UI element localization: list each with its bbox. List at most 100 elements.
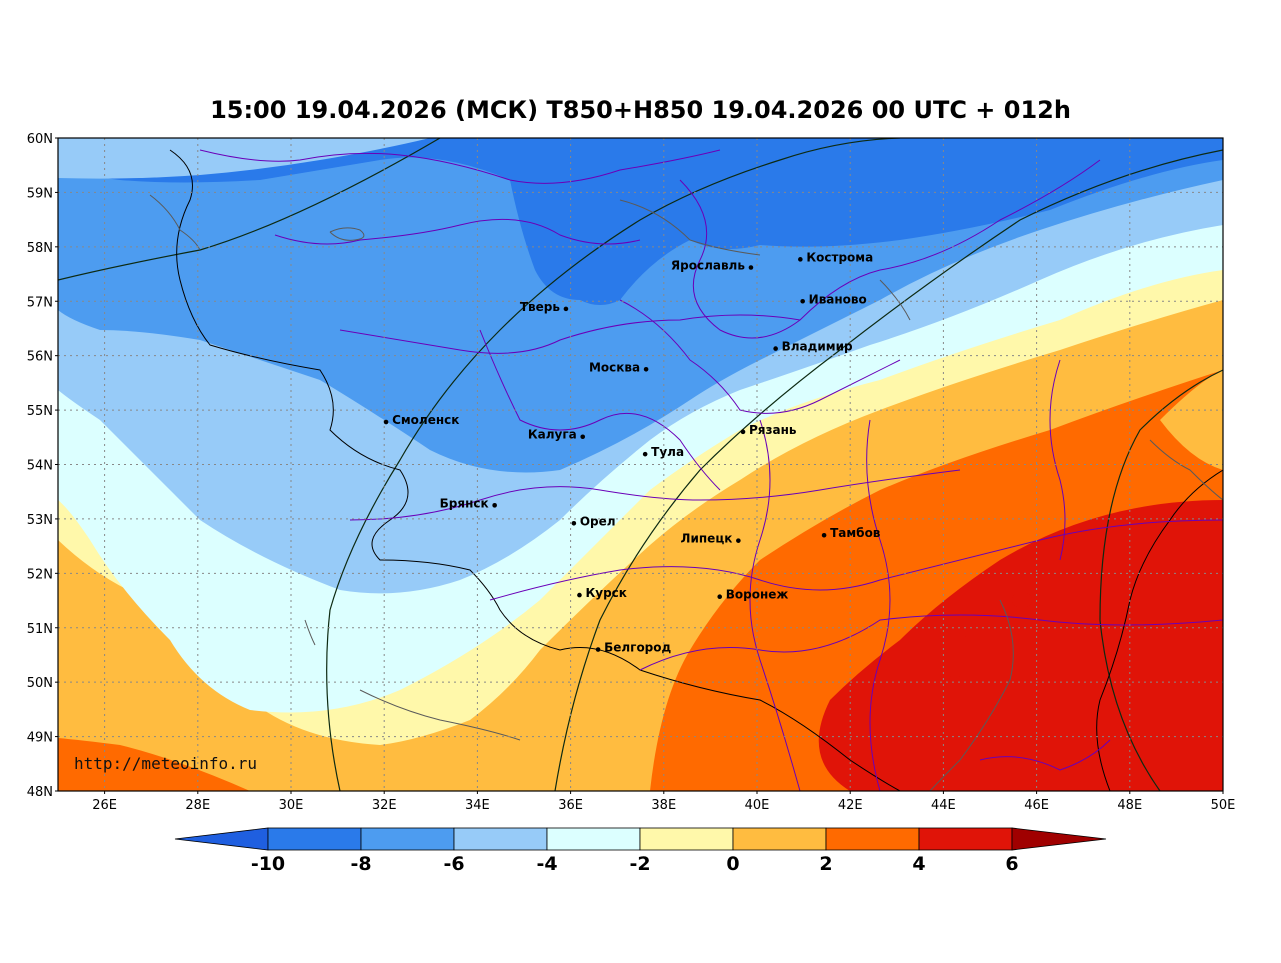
- country-border: [169, 149, 901, 791]
- city-label: Белгород: [604, 641, 671, 655]
- colorbar-label: 2: [819, 853, 832, 875]
- colorbar-label: -10: [251, 853, 285, 875]
- city-dot: [773, 346, 778, 351]
- colorbar-segment: [360, 827, 455, 851]
- city-dot: [577, 592, 582, 598]
- colorbar-arrow-left: [174, 827, 269, 851]
- river-line: [1149, 439, 1223, 501]
- colorbar-segment: [267, 827, 362, 851]
- city-markers: Кострома Ярославль Иваново Тверь Владимир Мос…: [383, 250, 881, 655]
- longitude-label: 42E: [838, 798, 863, 813]
- city-dot: [595, 647, 601, 652]
- latitude-label: 49N: [27, 731, 53, 746]
- warm-pocket: [935, 633, 975, 677]
- colorbar-segment: [918, 827, 1013, 851]
- geo-lines: [58, 138, 1223, 791]
- city-dot: [800, 298, 805, 304]
- region-boundary: [619, 299, 901, 414]
- city-label: Владимир: [782, 340, 853, 354]
- region-boundary: [489, 519, 1223, 601]
- city-label: Смоленск: [392, 413, 459, 427]
- latitude-label: 48N: [27, 785, 53, 800]
- river-line: [879, 279, 911, 321]
- isohypse-line: [554, 149, 1223, 791]
- latitude-label: 59N: [27, 186, 53, 201]
- region-boundary: [349, 469, 961, 521]
- city-dot: [492, 503, 497, 508]
- city-dot: [821, 532, 827, 538]
- city-label: Иваново: [809, 292, 867, 306]
- temperature-field: [58, 138, 1223, 791]
- latitude-label: 60N: [27, 132, 53, 147]
- region-boundary: [1049, 359, 1066, 561]
- city-label: Калуга: [528, 428, 577, 442]
- city-label: Рязань: [749, 423, 797, 437]
- city-label: Воронеж: [726, 588, 789, 602]
- city-dot: [798, 257, 803, 262]
- watermark-link: http://meteoinfo.ru: [74, 754, 257, 773]
- latitude-label: 56N: [27, 350, 53, 365]
- city-label: Липецк: [681, 532, 733, 546]
- region-boundary: [639, 614, 1223, 671]
- colorbar-label: -4: [536, 853, 557, 875]
- lake-outline: [149, 194, 201, 251]
- city-dot: [642, 451, 648, 457]
- colorbar-label: -8: [350, 853, 371, 875]
- colorbar-label: 4: [912, 853, 925, 875]
- city-dot: [563, 306, 569, 312]
- longitude-label: 48E: [1117, 798, 1142, 813]
- colorbar-arrow-right: [1011, 827, 1107, 851]
- coordinate-grid: [58, 138, 1223, 791]
- longitude-label: 26E: [92, 798, 117, 813]
- colorbar-label: -6: [443, 853, 464, 875]
- city-label: Брянск: [440, 496, 489, 510]
- city-label: Тверь: [520, 300, 561, 314]
- band-minus10-minus8: [58, 138, 1223, 305]
- city-dot: [571, 520, 577, 526]
- latitude-label: 53N: [27, 513, 53, 528]
- colorbar: -10 -8 -6 -4 -2 0 2 4 6: [174, 827, 1107, 875]
- city-dot: [643, 366, 649, 372]
- region-boundary: [979, 739, 1111, 771]
- latitude-label: 52N: [27, 567, 53, 582]
- colorbar-label: 0: [726, 853, 739, 875]
- latitude-label: 50N: [27, 676, 53, 691]
- region-boundary: [866, 419, 891, 791]
- longitude-label: 36E: [558, 798, 583, 813]
- city-label: Тула: [651, 445, 684, 459]
- longitude-label: 32E: [372, 798, 397, 813]
- longitude-label: 30E: [279, 798, 304, 813]
- longitude-label: 28E: [185, 798, 210, 813]
- river-line: [304, 619, 316, 646]
- isohypse-line: [58, 138, 441, 281]
- colorbar-label: 6: [1005, 853, 1018, 875]
- city-dot: [740, 429, 746, 435]
- city-label: Кострома: [806, 250, 873, 264]
- latitude-label: 54N: [27, 459, 53, 474]
- longitude-label: 46E: [1024, 798, 1049, 813]
- city-label: Тамбов: [830, 526, 881, 540]
- colorbar-segment: [732, 827, 827, 851]
- river-line: [359, 689, 521, 741]
- latitude-label: 55N: [27, 404, 53, 419]
- latitude-label: 58N: [27, 241, 53, 256]
- river-line: [929, 599, 1014, 791]
- city-dot: [383, 419, 389, 425]
- warm-pocket: [1012, 592, 1032, 608]
- region-boundary: [749, 419, 801, 791]
- region-boundary: [679, 159, 1101, 339]
- city-dot: [736, 538, 741, 543]
- region-boundary: [339, 314, 801, 354]
- city-label: Орел: [580, 514, 616, 528]
- colorbar-label: -2: [629, 853, 650, 875]
- city-dot: [748, 265, 754, 270]
- region-boundary: [199, 149, 721, 184]
- city-label: Москва: [589, 360, 640, 374]
- isohypse-line: [1099, 369, 1223, 791]
- longitude-label: 34E: [465, 798, 490, 813]
- region-boundary: [274, 218, 641, 245]
- longitude-labels: 26E 28E 30E 32E 34E 36E 38E 40E 42E 44E 46E 48E 50E: [92, 791, 1235, 813]
- isohypse-line: [326, 138, 901, 791]
- longitude-label: 38E: [651, 798, 676, 813]
